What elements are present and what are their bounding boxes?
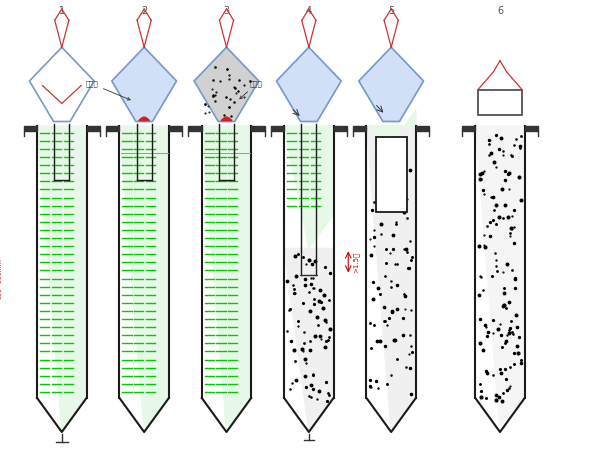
Bar [478,90,523,115]
Bar [376,137,407,212]
Bar [106,126,119,131]
Polygon shape [202,126,251,432]
Polygon shape [194,47,259,122]
Polygon shape [277,47,341,122]
Bar [462,126,475,131]
Polygon shape [475,126,525,432]
Polygon shape [112,47,176,122]
Bar [334,126,347,131]
Text: 6: 6 [497,6,503,16]
Bar [271,126,284,131]
Text: 1: 1 [59,6,65,16]
Bar [23,126,37,131]
Bar [188,126,202,131]
Polygon shape [139,117,149,121]
Text: 5: 5 [388,6,394,16]
Polygon shape [367,126,416,432]
Text: 封口板: 封口板 [240,81,263,99]
Polygon shape [221,117,232,121]
Bar [353,126,367,131]
Bar [416,126,430,131]
Text: 4: 4 [306,6,312,16]
Polygon shape [284,248,334,432]
Polygon shape [367,110,416,144]
Polygon shape [284,126,334,432]
Polygon shape [37,126,86,432]
Text: 3: 3 [223,6,230,16]
Bar [251,126,265,131]
Text: >1.5米: >1.5米 [353,251,359,273]
Bar [86,126,100,131]
Text: 封口板: 封口板 [85,81,130,100]
Text: 2: 2 [141,6,147,16]
Bar [169,126,182,131]
Polygon shape [119,126,169,432]
Polygon shape [359,47,424,122]
Text: 300~500mm: 300~500mm [0,259,2,299]
Bar [525,126,538,131]
Polygon shape [284,126,334,248]
